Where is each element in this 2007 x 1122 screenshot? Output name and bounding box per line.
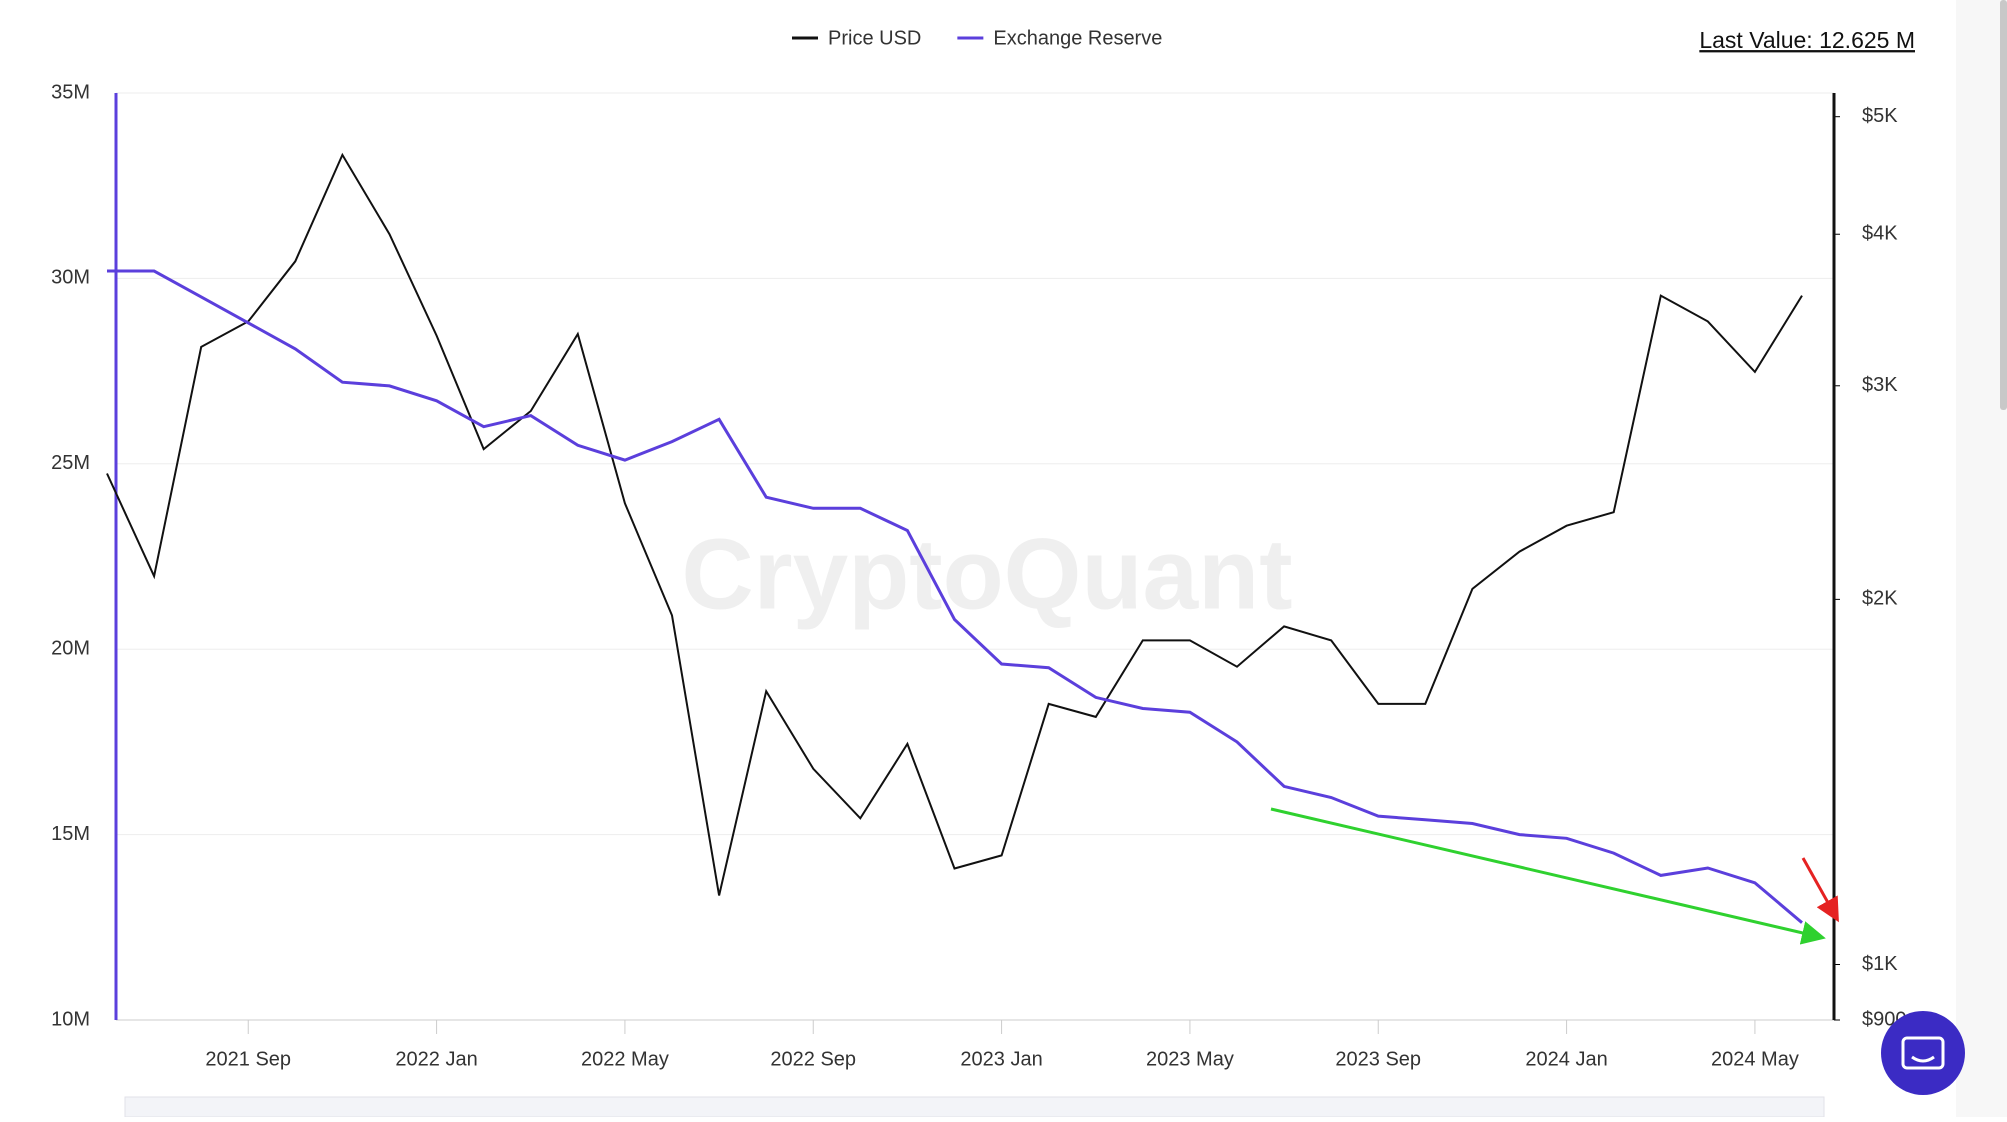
- x-tick-label: 2023 Sep: [1335, 1048, 1421, 1070]
- series-line: [107, 269, 1803, 924]
- bottom-panel: [124, 1096, 1825, 1118]
- x-tick-label: 2022 Jan: [395, 1048, 477, 1070]
- y2-tick-label: $2K: [1862, 588, 1898, 610]
- x-tick-label: 2022 Sep: [770, 1048, 856, 1070]
- green-arrow: [1270, 807, 1826, 945]
- y-tick-label: 35M: [51, 81, 90, 103]
- x-tick-label: 2023 Jan: [960, 1048, 1042, 1070]
- y-tick-label: 10M: [51, 1008, 90, 1030]
- last-value[interactable]: Last Value: 12.625 M: [1699, 27, 1915, 53]
- y2-tick-label: $4K: [1862, 223, 1898, 245]
- red-arrow: [1801, 857, 1839, 923]
- scroll-thumb[interactable]: [2000, 0, 2007, 410]
- x-tick-label: 2021 Sep: [205, 1048, 291, 1070]
- series-line: [106, 152, 1803, 896]
- x-tick-label: 2022 May: [581, 1048, 669, 1070]
- x-tick-label: 2023 May: [1146, 1048, 1234, 1070]
- y-tick-label: 25M: [51, 452, 90, 474]
- y-tick-label: 20M: [51, 637, 90, 659]
- x-tick-label: 2024 Jan: [1525, 1048, 1607, 1070]
- legend-label: Exchange Reserve: [993, 27, 1162, 49]
- y-tick-label: 15M: [51, 823, 90, 845]
- y2-tick-label: $5K: [1862, 105, 1898, 127]
- legend-label: Price USD: [828, 27, 921, 49]
- watermark: CryptoQuant: [681, 518, 1292, 630]
- scrollbar[interactable]: [1956, 0, 2007, 1117]
- chat-button[interactable]: [1881, 1011, 1965, 1095]
- y-tick-label: 30M: [51, 267, 90, 289]
- x-tick-label: 2024 May: [1711, 1048, 1799, 1070]
- chat-icon: [1901, 1036, 1945, 1070]
- y2-tick-label: $3K: [1862, 374, 1898, 396]
- y2-tick-label: $1K: [1862, 953, 1898, 975]
